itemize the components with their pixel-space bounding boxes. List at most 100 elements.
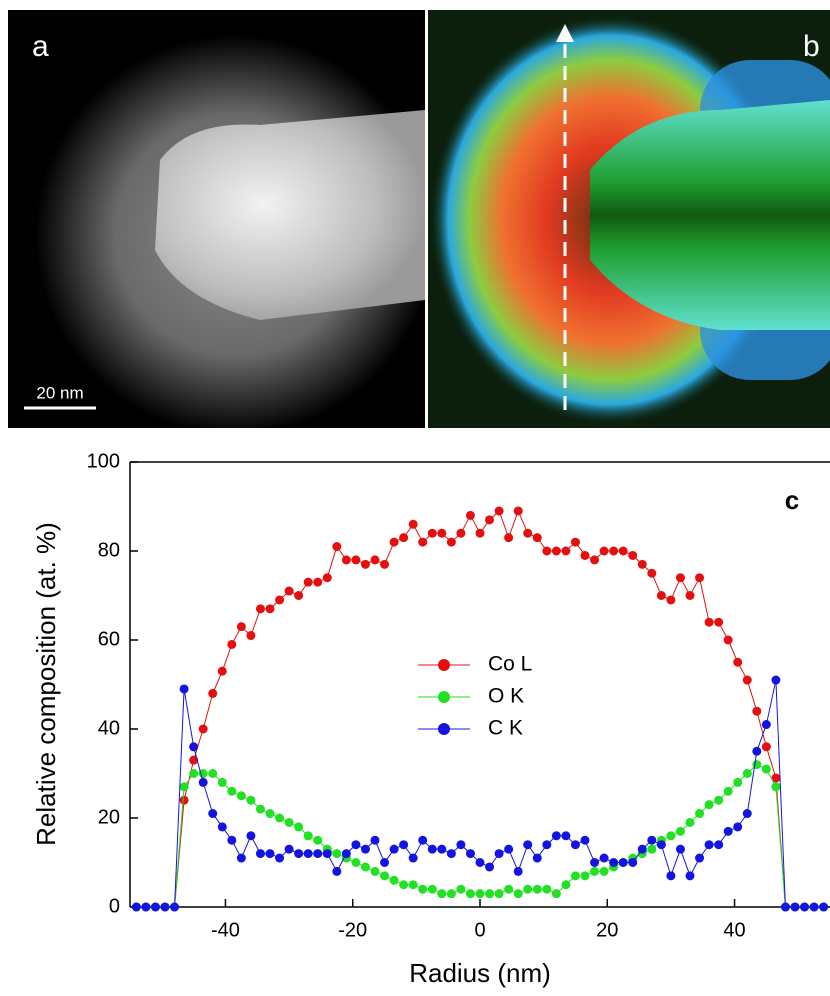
x-tick-label: -20 [338,919,367,941]
data-point [523,884,533,894]
data-point [427,528,437,538]
data-point [418,537,428,547]
data-point [666,871,676,881]
data-point [590,555,600,565]
panel-label: a [32,30,49,63]
data-point [208,769,218,778]
data-point [752,746,762,756]
data-point [418,884,428,894]
data-point [733,822,743,832]
data-point [542,884,552,894]
data-point [714,795,724,805]
data-point [780,902,790,912]
data-point [370,555,380,565]
data-point [523,528,533,538]
legend-marker [438,691,450,703]
data-point [255,804,265,814]
data-point [179,795,189,805]
data-point [380,871,390,881]
data-point [647,835,657,845]
data-point [465,889,475,899]
data-point [637,559,647,569]
data-point [160,902,170,912]
y-tick-label: 0 [109,895,120,917]
data-point [628,550,638,560]
data-point [723,635,733,645]
chart: Relative composition (at. %) Radius (nm)… [31,450,830,988]
panel-label: c [785,485,799,515]
data-point [227,835,237,845]
data-point [733,657,743,667]
data-point [141,902,151,912]
data-point [217,777,227,787]
data-point [370,866,380,876]
data-point [532,533,542,543]
data-point [131,902,141,912]
data-point [494,506,504,516]
data-point [427,884,437,894]
data-point [408,519,418,529]
data-point [275,813,285,823]
data-point [446,537,456,547]
data-point [761,742,771,752]
data-point [513,889,523,899]
data-point [380,858,390,867]
data-point [561,880,571,890]
data-point [303,849,313,859]
data-point [761,720,771,730]
data-point [246,631,256,641]
data-point [475,528,485,538]
data-point [465,510,475,520]
data-point [198,724,208,734]
data-point [542,546,552,556]
data-point [456,840,466,850]
panel-a-image [8,10,425,428]
data-point [590,858,600,867]
data-point [685,591,695,600]
legend-label: Co L [488,653,532,676]
y-tick-label: 60 [98,628,120,650]
data-point [427,844,437,854]
data-point [150,902,160,912]
data-point [284,586,294,596]
data-point [675,844,685,854]
data-point [800,902,810,912]
data-point [695,573,705,583]
data-point [322,849,332,859]
x-tick-label: 0 [474,919,485,941]
data-point [437,528,447,538]
data-point [570,537,580,547]
legend-label: C K [488,717,523,740]
data-point [246,831,256,841]
data-point [236,791,246,801]
y-tick-label: 40 [98,717,120,739]
data-point [637,844,647,854]
data-point [504,533,514,543]
data-point [666,595,676,605]
data-point [819,902,829,912]
data-point [570,840,580,850]
data-point [704,840,714,850]
data-point [723,826,733,836]
data-point [332,849,342,859]
data-point [351,555,361,565]
data-point [733,777,743,787]
data-point [313,849,323,859]
data-point [609,546,619,556]
data-point [542,840,552,850]
y-axis-label: Relative composition (at. %) [31,522,61,846]
data-point [351,840,361,850]
data-point [504,844,514,854]
legend-marker [438,659,450,671]
panel-label: b [803,30,820,63]
data-point [752,760,762,770]
data-point [322,573,332,583]
data-point [551,546,561,556]
data-point [351,858,361,867]
data-point [399,880,409,890]
data-point [189,742,199,752]
data-point [742,675,752,685]
x-tick-label: 40 [723,919,745,941]
data-point [561,831,571,841]
data-point [666,831,676,841]
